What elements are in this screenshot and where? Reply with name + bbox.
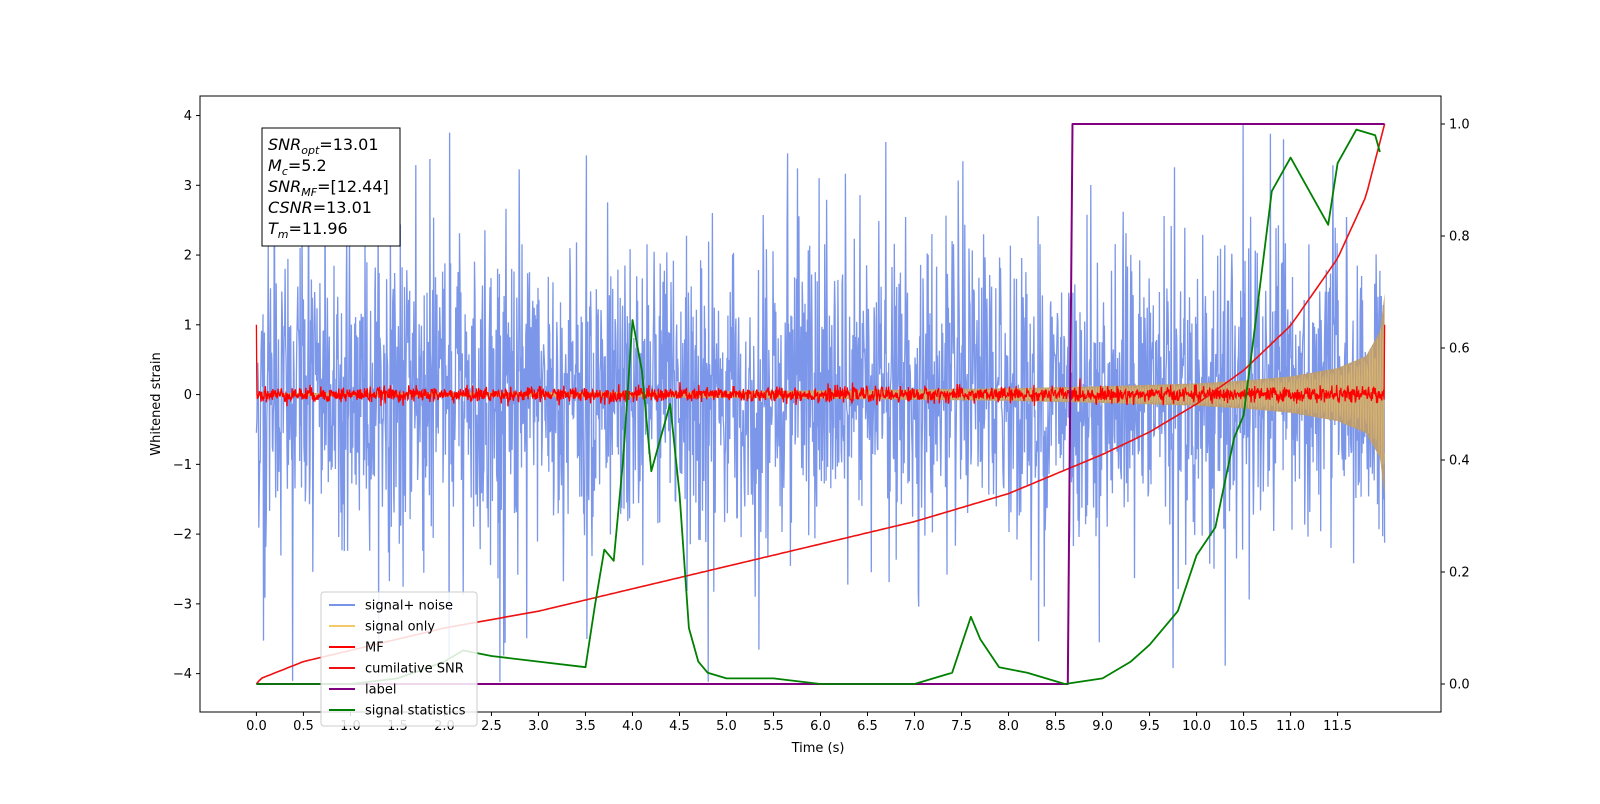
- y-tick-label: −2: [173, 528, 192, 543]
- x-tick-label: 4.0: [622, 719, 643, 734]
- x-tick-label: 9.5: [1139, 719, 1160, 734]
- x-tick-label: 3.0: [528, 719, 549, 734]
- y-axis-right: 0.0 0.2 0.4 0.6 0.8 1.0: [1441, 118, 1470, 693]
- y-tick-label: 1: [184, 318, 192, 333]
- legend-entry: signal+ noise: [365, 599, 453, 614]
- annotation-line: SNRopt=13.01: [268, 135, 379, 157]
- x-tick-label: 6.0: [810, 719, 831, 734]
- legend-entry: label: [365, 683, 396, 698]
- x-tick-label: 9.0: [1092, 719, 1113, 734]
- x-tick-label: 5.0: [716, 719, 737, 734]
- x-tick-label: 8.5: [1045, 719, 1066, 734]
- legend: signal+ noise signal only MF cumilative SNR…: [320, 591, 478, 727]
- x-tick-label: 11.5: [1323, 719, 1352, 734]
- x-tick-label: 0.0: [246, 719, 267, 734]
- series-signal-statistics: [256, 128, 1381, 685]
- series-mf: [255, 324, 1386, 407]
- x-tick-label: 7.0: [904, 719, 925, 734]
- annotation-line: CSNR=13.01: [268, 198, 372, 217]
- x-tick-label: 8.0: [998, 719, 1019, 734]
- x-tick-label: 6.5: [857, 719, 878, 734]
- x-tick-label: 0.5: [293, 719, 314, 734]
- x-tick-label: 10.0: [1182, 719, 1211, 734]
- series-signal-noise: [255, 123, 1386, 683]
- y-axis-left: −4 −3 −2 −1 0 1 2 3 4: [173, 109, 200, 682]
- legend-entry: signal statistics: [365, 704, 466, 719]
- x-axis-title: Time (s): [791, 741, 845, 756]
- annotation-box: SNRopt=13.01Mc=5.2SNRMF=[12.44]CSNR=13.0…: [261, 127, 401, 247]
- y2-tick-label: 0.8: [1449, 230, 1470, 245]
- x-tick-label: 11.0: [1276, 719, 1305, 734]
- series-label: [256, 123, 1385, 685]
- y2-tick-label: 0.6: [1449, 342, 1470, 357]
- y-axis-title: Whitened strain: [149, 352, 164, 455]
- legend-frame: [320, 591, 478, 727]
- x-tick-label: 5.5: [763, 719, 784, 734]
- y-tick-label: −4: [173, 667, 192, 682]
- y-tick-label: −1: [173, 458, 192, 473]
- y-tick-label: 2: [184, 249, 192, 264]
- annotation-line: Tm=11.96: [268, 219, 348, 241]
- y-tick-label: −3: [173, 597, 192, 612]
- y-tick-label: 4: [184, 109, 192, 124]
- series-layer: [255, 123, 1386, 685]
- legend-entry: cumilative SNR: [365, 662, 464, 677]
- x-tick-label: 3.5: [575, 719, 596, 734]
- y2-tick-label: 0.4: [1449, 454, 1470, 469]
- y2-tick-label: 0.0: [1449, 678, 1470, 693]
- x-tick-label: 10.5: [1229, 719, 1258, 734]
- x-tick-label: 7.5: [951, 719, 972, 734]
- legend-entry: MF: [365, 641, 384, 656]
- annotation-line: Mc=5.2: [268, 156, 327, 178]
- x-tick-label: 4.5: [669, 719, 690, 734]
- y2-tick-label: 1.0: [1449, 118, 1470, 133]
- annotation-frame: [261, 127, 401, 247]
- x-tick-label: 2.5: [481, 719, 502, 734]
- legend-entry: signal only: [365, 620, 435, 635]
- y-tick-label: 0: [184, 388, 192, 403]
- annotation-line: SNRMF=[12.44]: [268, 177, 389, 199]
- y-tick-label: 3: [184, 179, 192, 194]
- y2-tick-label: 0.2: [1449, 566, 1470, 581]
